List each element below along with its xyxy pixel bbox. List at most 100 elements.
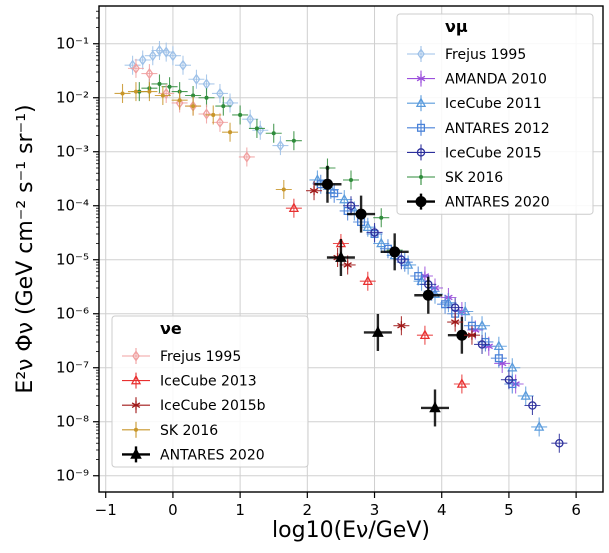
data-point — [309, 186, 319, 196]
data-point — [130, 447, 142, 459]
y-tick-label: 10⁻¹ — [56, 35, 89, 53]
legend-entry-label: Frejus 1995 — [160, 349, 241, 365]
data-point — [179, 59, 187, 71]
y-axis-title: E²ν Φν (GeV cm⁻² s⁻¹ sr⁻¹) — [13, 104, 38, 393]
y-tick-label: 10⁻⁶ — [56, 305, 89, 323]
data-point — [362, 221, 373, 232]
data-point — [216, 87, 224, 100]
data-point — [346, 201, 356, 210]
data-point — [228, 130, 233, 135]
data-point — [130, 374, 142, 385]
data-point — [335, 250, 347, 262]
data-point — [343, 260, 352, 270]
data-point — [246, 113, 255, 125]
data-point — [157, 81, 162, 86]
x-axis-title: log10(Eν/GeV) — [272, 518, 430, 543]
data-point — [429, 401, 441, 413]
asterisk-stroke — [131, 402, 141, 409]
data-point — [416, 148, 426, 157]
data-point — [238, 112, 243, 117]
data-point — [162, 87, 171, 100]
legend-title: νe — [160, 319, 182, 338]
legend-entry-label: ANTARES 2020 — [445, 195, 550, 211]
x-tick-label: 4 — [437, 501, 447, 519]
data-point — [191, 93, 196, 98]
data-point — [370, 228, 379, 237]
y-tick-label: 10⁻³ — [56, 143, 89, 161]
data-point — [120, 91, 125, 96]
legend-entry-label: SK 2016 — [445, 170, 503, 186]
data-point — [132, 62, 140, 74]
data-point — [415, 196, 427, 208]
data-point — [177, 98, 182, 103]
legend-entry-label: IceCube 2013 — [160, 374, 257, 390]
data-point — [417, 48, 425, 60]
data-point — [397, 255, 406, 264]
series-numu-frejus-1995 — [124, 40, 289, 156]
data-point — [271, 131, 276, 136]
data-point — [456, 378, 468, 388]
data-point — [362, 275, 373, 286]
data-point — [148, 50, 157, 62]
data-point — [376, 237, 387, 248]
axis-ticks: −1 0 1 2 3 4 5 6 10⁻⁹ 10⁻⁸ 10⁻⁷ 10⁻⁶ 10⁻⁵ 10⁻⁴ 10⁻³ 10⁻… — [56, 10, 581, 519]
data-point — [504, 375, 514, 384]
asterisk-stroke — [343, 262, 352, 268]
data-point — [415, 97, 427, 107]
data-point — [402, 259, 414, 269]
data-point — [138, 54, 147, 66]
data-point — [476, 319, 488, 330]
asterisk-stroke — [450, 319, 460, 325]
legend-box — [111, 315, 309, 468]
legend-entry-label: IceCube 2011 — [445, 96, 542, 112]
data-point — [276, 139, 285, 152]
data-point — [397, 321, 406, 331]
data-point — [128, 59, 137, 71]
data-point — [131, 400, 141, 410]
data-point — [555, 438, 564, 448]
y-tick-label: 10⁻⁹ — [56, 467, 89, 485]
data-point — [168, 50, 177, 62]
data-point — [450, 317, 460, 327]
data-point — [242, 151, 251, 163]
y-tick-label: 10⁻⁸ — [56, 413, 89, 431]
data-point — [145, 67, 154, 80]
data-point — [321, 178, 333, 190]
y-tick-label: 10⁻² — [56, 89, 89, 107]
data-point — [167, 84, 172, 89]
legend-title: νμ — [445, 17, 468, 36]
series-layer — [114, 40, 568, 453]
x-tick-label: 6 — [571, 501, 581, 519]
series-nue-sk-2016 — [114, 82, 292, 199]
data-point — [160, 93, 165, 98]
legend-entry-label: ANTARES 2020 — [160, 447, 265, 463]
x-tick-label: 0 — [168, 501, 178, 519]
data-point — [389, 246, 401, 258]
data-point — [281, 187, 286, 192]
legend-entry-label: ANTARES 2012 — [445, 121, 550, 137]
data-point — [450, 303, 460, 312]
data-point — [216, 116, 224, 128]
data-point — [211, 112, 216, 117]
data-point — [133, 427, 139, 432]
data-point — [441, 300, 450, 309]
data-point — [534, 421, 545, 431]
legend-entry-label: AMANDA 2010 — [445, 72, 547, 88]
series-numu-antares-2020 — [313, 165, 476, 354]
data-point — [147, 89, 152, 94]
asterisk-stroke — [467, 332, 477, 339]
data-point — [418, 174, 424, 180]
data-point — [192, 73, 201, 85]
legend-entry-label: IceCube 2015 — [445, 145, 542, 161]
data-point — [348, 177, 354, 183]
data-point — [204, 95, 209, 100]
data-point — [467, 330, 477, 340]
legend-entry-label: IceCube 2015b — [160, 398, 266, 414]
data-point — [191, 104, 196, 109]
asterisk-stroke — [397, 322, 406, 329]
series-nue-antares-2020 — [326, 239, 449, 427]
asterisk-stroke — [309, 187, 319, 194]
data-point — [202, 108, 211, 120]
y-tick-label: 10⁻⁷ — [56, 359, 89, 377]
